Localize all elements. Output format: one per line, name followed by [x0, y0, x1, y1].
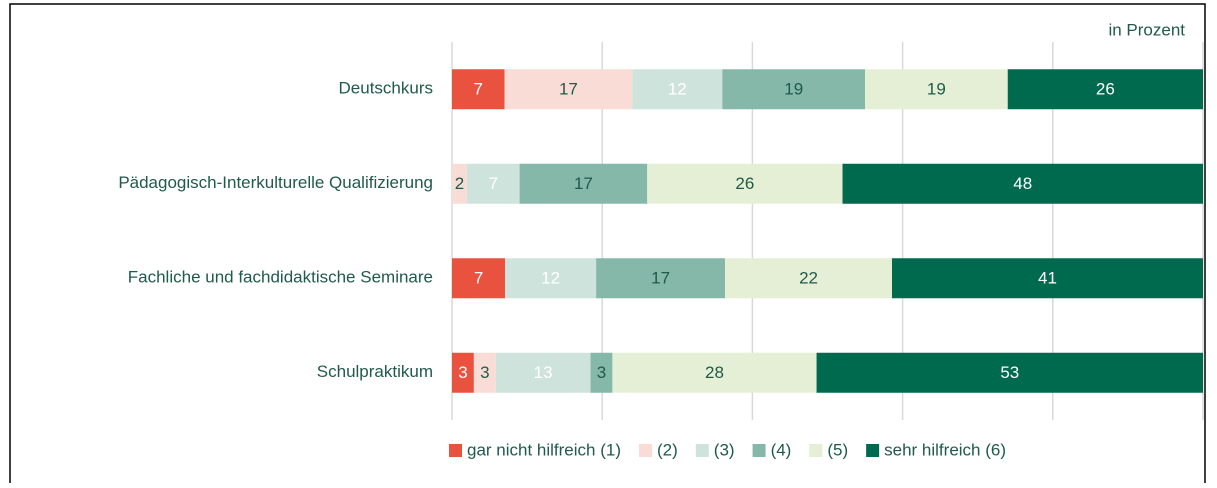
- bar-segment: [722, 69, 866, 110]
- legend-swatch: [866, 444, 880, 457]
- category-label: Schulpraktikum: [317, 362, 433, 381]
- data-label: 22: [799, 269, 818, 288]
- bar-segment: [596, 258, 726, 299]
- bar-segment: [452, 352, 474, 393]
- bar-segment: [473, 352, 496, 393]
- bar-segment: [632, 69, 723, 110]
- category-label: Pädagogisch-Interkulturelle Qualifizieru…: [118, 173, 433, 192]
- data-label: 3: [458, 363, 467, 382]
- legend-swatch: [809, 444, 823, 457]
- bar-segment: [504, 69, 633, 110]
- bar-segment: [452, 69, 505, 110]
- data-label: 3: [480, 363, 489, 382]
- bar-segment: [495, 352, 591, 393]
- legend-label: (2): [657, 440, 678, 459]
- bar-segment: [505, 258, 597, 299]
- bar-segment: [647, 163, 843, 204]
- data-label: 7: [474, 269, 483, 288]
- bar-segment: [725, 258, 892, 299]
- data-label: 12: [668, 80, 687, 99]
- data-label: 41: [1038, 269, 1057, 288]
- annotation: in Prozent: [1108, 20, 1185, 39]
- category-label: Fachliche und fachdidaktische Seminare: [128, 268, 433, 287]
- data-label: 48: [1013, 174, 1032, 193]
- bar-segment: [590, 352, 613, 393]
- data-label: 17: [559, 80, 578, 99]
- legend-swatch: [639, 444, 653, 457]
- bar-segment: [452, 258, 506, 299]
- data-label: 17: [651, 269, 670, 288]
- data-label: 2: [455, 174, 464, 193]
- data-label: 28: [705, 363, 724, 382]
- frame: [9, 3, 1206, 488]
- data-label: 13: [534, 363, 553, 382]
- legend-label: sehr hilfreich (6): [884, 440, 1006, 459]
- data-label: 26: [735, 174, 754, 193]
- bar-segment: [612, 352, 817, 393]
- legend-swatch: [695, 444, 709, 457]
- legend-swatch: [448, 444, 462, 457]
- data-label: 3: [597, 363, 606, 382]
- bar-segment: [452, 163, 468, 204]
- bar-segment: [1007, 69, 1203, 110]
- legend-swatch: [752, 444, 766, 457]
- legend-label: (4): [771, 440, 792, 459]
- legend-label: (5): [827, 440, 848, 459]
- data-label: 26: [1096, 80, 1115, 99]
- data-label: 19: [927, 80, 946, 99]
- category-label: Deutschkurs: [339, 79, 433, 98]
- bar-segment: [865, 69, 1008, 110]
- legend-label: gar nicht hilfreich (1): [467, 440, 621, 459]
- data-label: 7: [489, 174, 498, 193]
- bar-segment: [891, 258, 1203, 299]
- bar-segment: [816, 352, 1203, 393]
- bar-segment: [519, 163, 648, 204]
- data-label: 19: [784, 80, 803, 99]
- legend: gar nicht hilfreich (1) (2) (3) (4) (5) sehr …: [448, 440, 1006, 459]
- data-label: 12: [541, 269, 560, 288]
- data-label: 7: [474, 80, 483, 99]
- legend-label: (3): [714, 440, 735, 459]
- data-label: 17: [574, 174, 593, 193]
- bar-segment: [842, 163, 1203, 204]
- data-label: 53: [1000, 363, 1019, 382]
- bar-segment: [467, 163, 520, 204]
